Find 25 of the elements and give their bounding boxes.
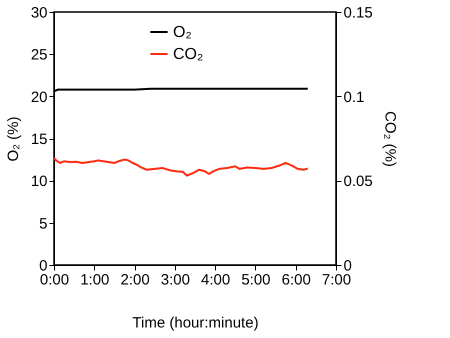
- y-tick-label: 30: [30, 4, 48, 22]
- x-tick-label: 4:00: [201, 272, 230, 288]
- y2-tick-label: 0.15: [344, 4, 373, 22]
- x-tick-label: 5:00: [241, 272, 271, 288]
- y-tick-label: 25: [30, 46, 48, 64]
- x-tick-label: 2:00: [120, 272, 150, 288]
- legend-label: O₂: [173, 24, 192, 41]
- x-tick-label: 7:00: [322, 272, 352, 288]
- x-tick-label: 0:00: [40, 272, 70, 288]
- x-axis-title: Time (hour:minute): [132, 314, 259, 332]
- x-tick-label: 6:00: [282, 272, 311, 288]
- y2-tick-label: 0: [344, 258, 352, 274]
- y-tick-label: 5: [39, 215, 48, 232]
- y-axis-title: O₂ (%): [4, 116, 22, 162]
- x-tick-label: 1:00: [80, 272, 110, 288]
- y2-tick-label: 0.1: [344, 88, 364, 106]
- y-tick-label: 20: [30, 88, 48, 106]
- legend-label: CO₂: [173, 46, 204, 63]
- y-tick-label: 15: [30, 131, 48, 148]
- x-tick-label: 3:00: [160, 272, 190, 288]
- line-series: [53, 156, 309, 177]
- y2-tick-label: 0.05: [344, 173, 373, 190]
- y-tick-label: 0: [39, 258, 48, 274]
- y-tick-label: 10: [30, 173, 48, 190]
- y2-axis-title: CO₂ (%): [382, 111, 399, 167]
